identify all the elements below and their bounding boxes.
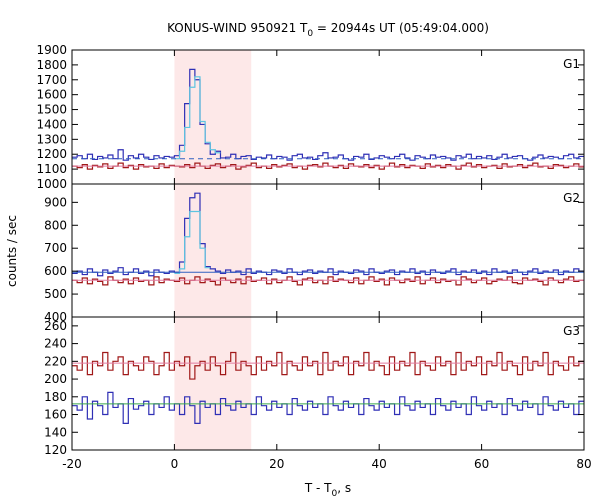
y-tick-label: 1600 (36, 88, 67, 102)
y-tick-label: 180 (44, 390, 67, 404)
y-tick-label: 1200 (36, 147, 67, 161)
panel-label: G3 (563, 324, 580, 338)
y-tick-label: 700 (44, 241, 67, 255)
y-tick-label: 1400 (36, 117, 67, 131)
series-line-light-blue (174, 76, 221, 160)
y-tick-label: 200 (44, 372, 67, 386)
y-tick-label: 120 (44, 443, 67, 457)
x-tick-label: 0 (171, 457, 179, 471)
series-line-dark-blue (72, 192, 584, 277)
x-tick-label: 20 (269, 457, 284, 471)
panel-label: G2 (563, 191, 580, 205)
x-label-subscript: 0 (332, 489, 338, 499)
y-tick-label: 1300 (36, 132, 67, 146)
y-tick-label: 800 (44, 218, 67, 232)
series-line-light-blue (174, 210, 211, 275)
series-line-dark-blue (72, 68, 584, 161)
series-line-dark-red (72, 162, 584, 170)
y-tick-label: 260 (44, 319, 67, 333)
y-tick-label: 600 (44, 264, 67, 278)
panel-label: G1 (563, 57, 580, 71)
y-tick-label: 240 (44, 337, 67, 351)
x-tick-label: -20 (62, 457, 82, 471)
y-tick-label: 160 (44, 408, 67, 422)
y-tick-label: 1700 (36, 73, 67, 87)
chart-title: KONUS-WIND 950921 T0 = 20944s UT (05:49:… (167, 21, 489, 39)
x-tick-label: 40 (372, 457, 387, 471)
x-axis-label: T - T0, s (304, 481, 351, 499)
y-axis-label: counts / sec (5, 215, 19, 287)
panel-g2: 400 500 600 700 800 900 G2 (44, 183, 585, 324)
y-tick-label: 1800 (36, 58, 67, 72)
x-tick-label: 60 (474, 457, 489, 471)
y-tick-label: 500 (44, 287, 67, 301)
title-subscript: 0 (307, 29, 313, 39)
highlight-band (174, 317, 252, 450)
y-tick-label: 1900 (36, 43, 67, 57)
y-tick-label: 1100 (36, 162, 67, 176)
highlight-band (174, 184, 252, 317)
y-tick-label: 400 (44, 310, 67, 324)
series-line-dark-blue (72, 391, 584, 424)
x-tick-label: 80 (576, 457, 591, 471)
highlight-band (174, 50, 252, 184)
y-tick-label: 140 (44, 425, 67, 439)
y-tick-label: 1500 (36, 103, 67, 117)
panel-frame (71, 316, 585, 451)
y-tick-label: 1000 (36, 177, 67, 191)
series-line-dark-red (72, 351, 584, 380)
panel-g1: 1000110012001300140015001600170018001900… (36, 43, 585, 191)
y-tick-label: 220 (44, 354, 67, 368)
panel-g3: 120 140 160 180 200 220 240 260 -20 0 20 40 60 80 G3 (44, 316, 592, 471)
plot-layer: 1000110012001300140015001600170018001900… (36, 43, 591, 471)
y-tick-label: 900 (44, 195, 67, 209)
